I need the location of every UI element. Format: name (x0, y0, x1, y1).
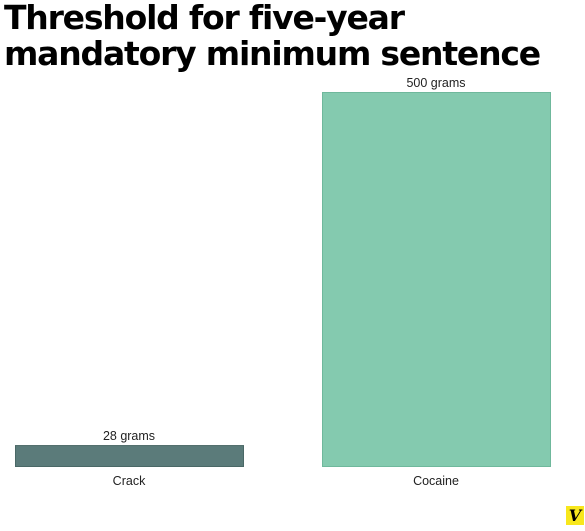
data-label-cocaine: 500 grams (406, 76, 465, 90)
bar-cocaine (322, 92, 551, 467)
chart-title: Threshold for five-year mandatory minimu… (4, 0, 541, 73)
vox-logo: V (566, 506, 584, 525)
data-label-crack: 28 grams (103, 429, 155, 443)
tick-label-cocaine: Cocaine (413, 474, 459, 488)
tick-label-crack: Crack (113, 474, 146, 488)
bar-crack (15, 445, 244, 467)
